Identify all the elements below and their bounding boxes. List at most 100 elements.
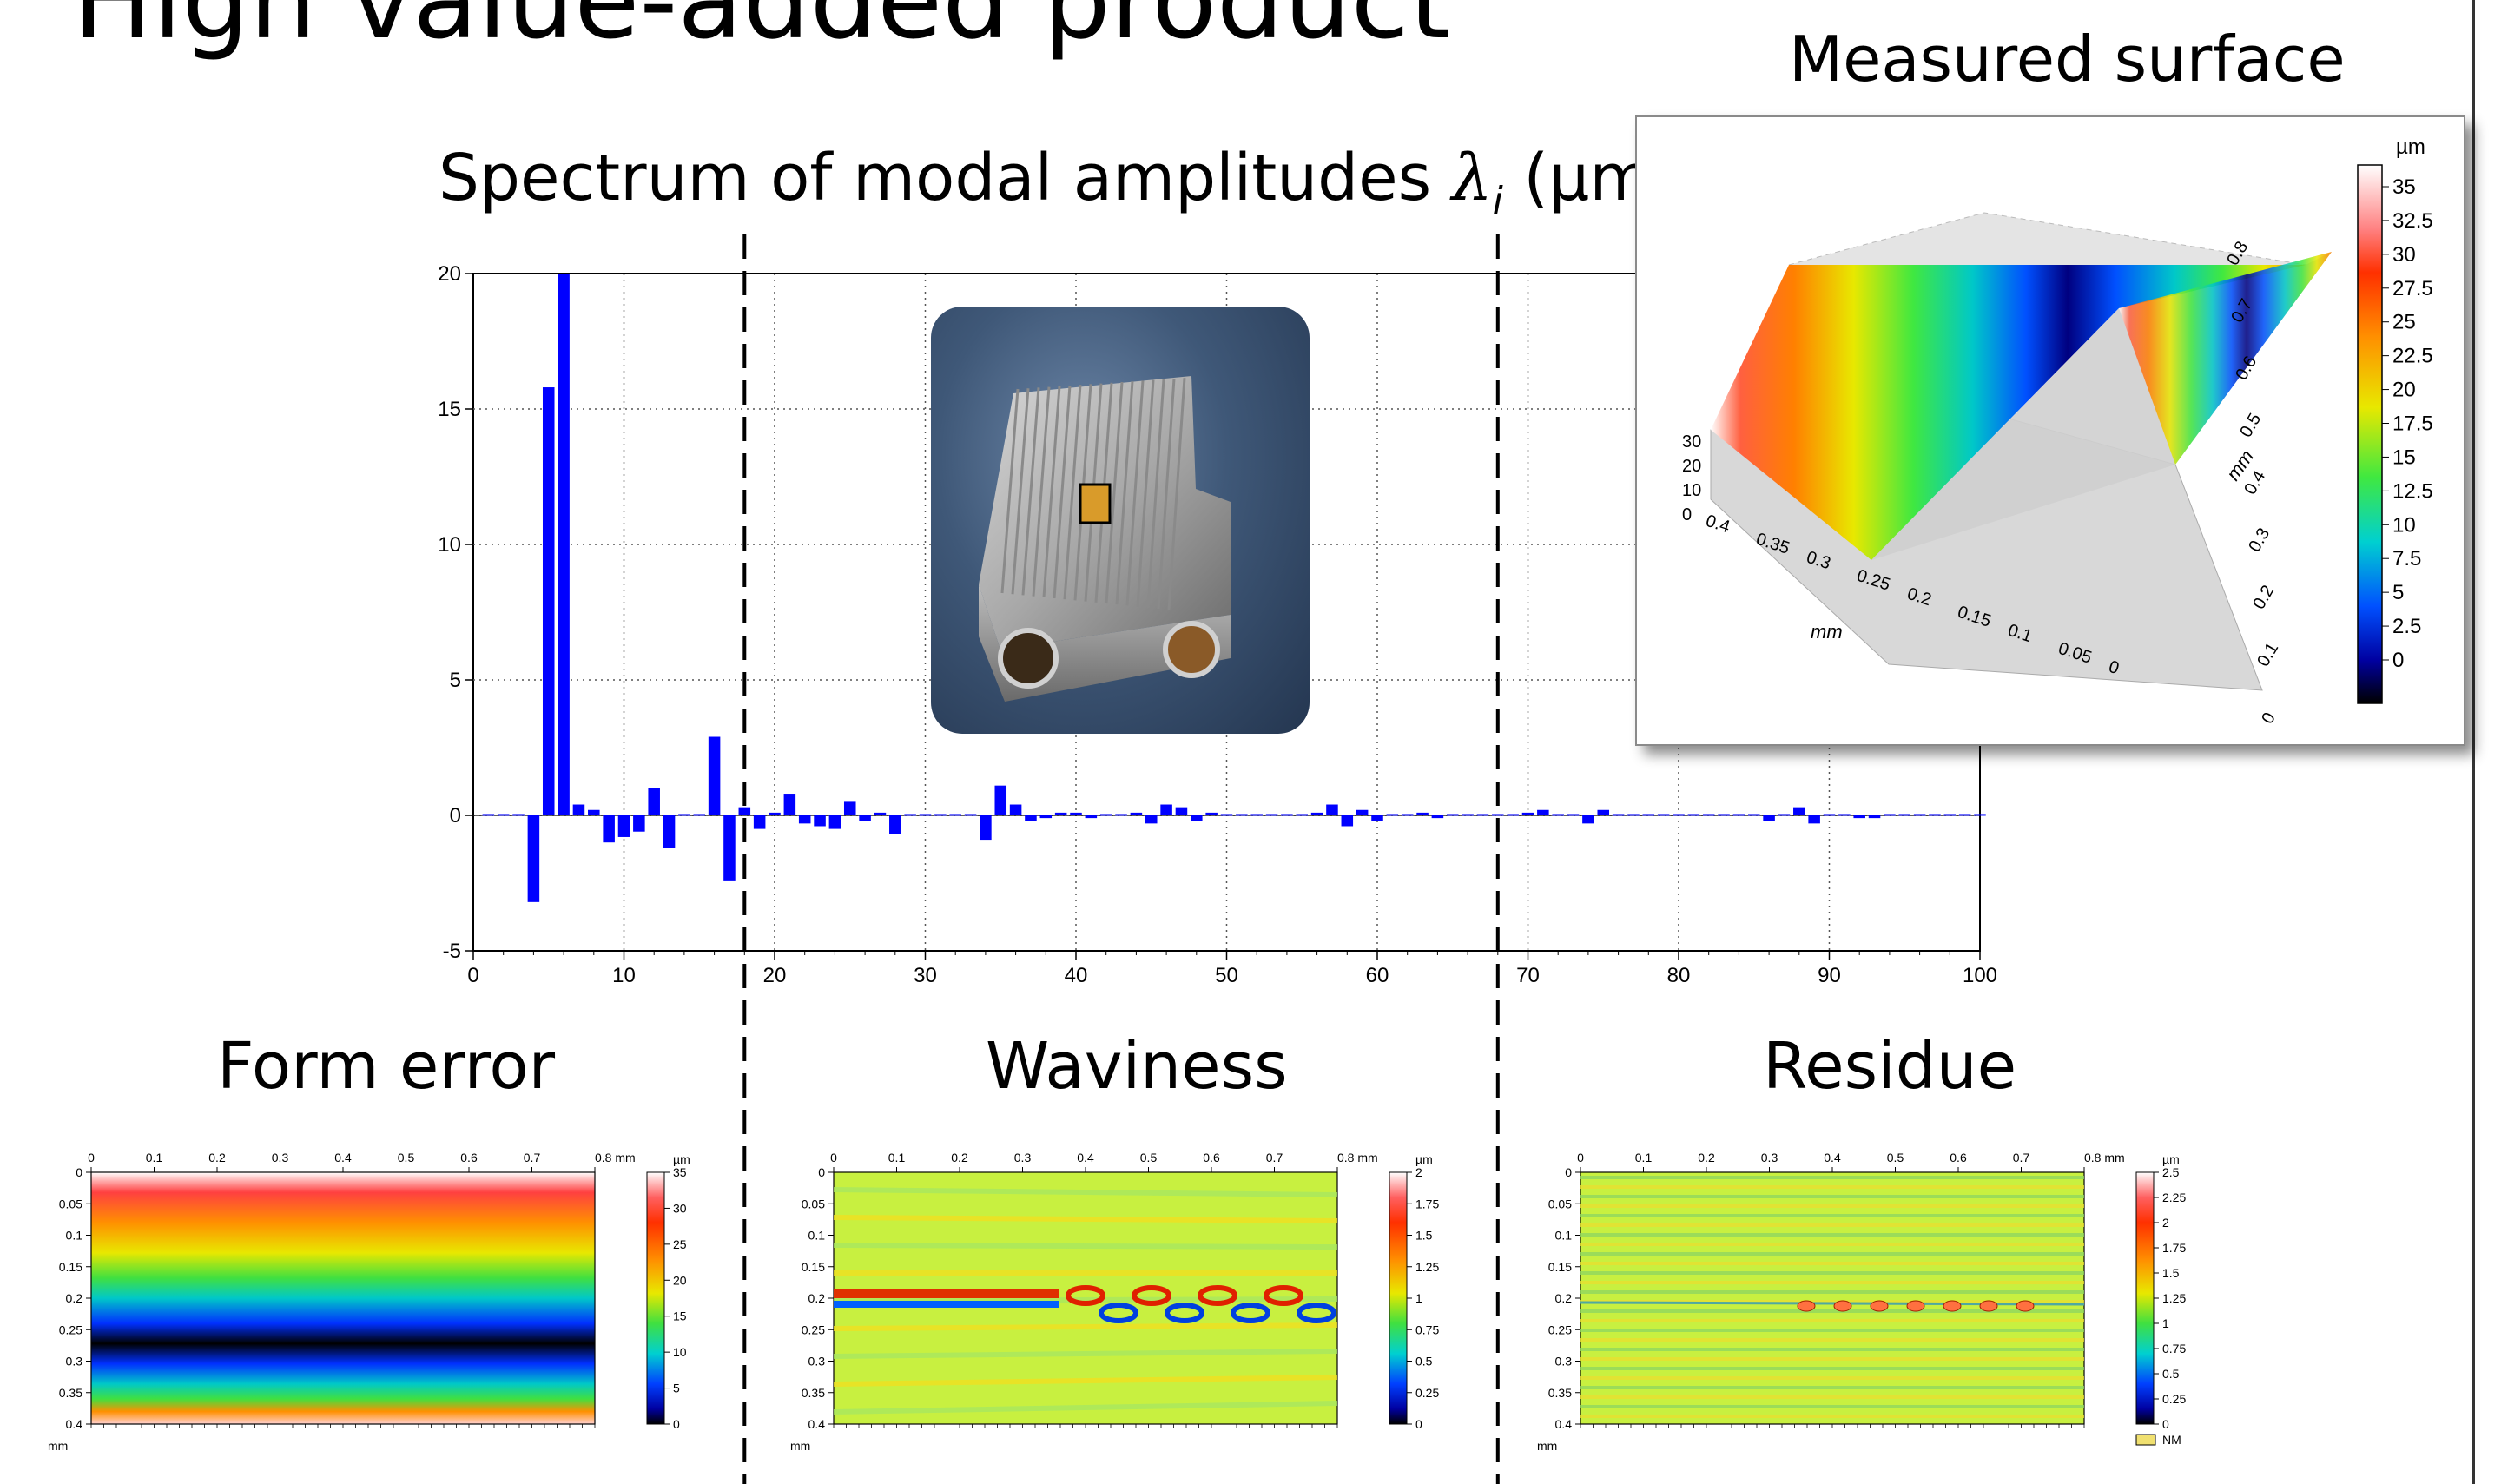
map-x-tick-label: 0.2 bbox=[1698, 1151, 1715, 1164]
product-rib bbox=[1105, 381, 1124, 604]
scale-tick-label: 35 bbox=[2392, 175, 2416, 199]
map-x-tick-label: 0.8 mm bbox=[2084, 1151, 2125, 1164]
z-tick-label: 30 bbox=[1682, 432, 1701, 452]
x-tick-label: 60 bbox=[1366, 964, 1389, 987]
measured-surface-panel: 30 20 10 0 0.4 0.35 0.3 0.25 0.2 0.15 0.1 0.05 0 mm 0 0… bbox=[1635, 115, 2465, 746]
map-x-tick-label: 0.1 bbox=[1635, 1151, 1653, 1164]
scale-tick-label: 15 bbox=[2392, 445, 2416, 469]
map-scale-tick-label: 0.25 bbox=[2162, 1392, 2186, 1406]
waviness-band bbox=[833, 1215, 1338, 1223]
map-scale-tick-label: 1.5 bbox=[2162, 1266, 2180, 1280]
map-scale-tick-label: 2.25 bbox=[2162, 1190, 2186, 1204]
map-x-tick-label: 0.2 bbox=[951, 1151, 968, 1164]
map-scale-tick-label: 0.5 bbox=[1415, 1355, 1433, 1369]
bar bbox=[1175, 807, 1188, 815]
waviness-blob bbox=[1297, 1303, 1336, 1323]
x-tick-label: 80 bbox=[1667, 964, 1691, 987]
x-tick-label: 90 bbox=[1818, 964, 1841, 987]
product-rib bbox=[1053, 385, 1072, 599]
bar bbox=[783, 794, 796, 815]
map-y-tick-label: 0.25 bbox=[802, 1322, 825, 1336]
bar bbox=[964, 814, 977, 816]
bar bbox=[1943, 814, 1957, 816]
map-y-tick-label: 0.25 bbox=[59, 1322, 82, 1336]
map-scale-tick-label: 0.25 bbox=[1415, 1386, 1439, 1400]
residue-spot bbox=[1943, 1300, 1962, 1312]
map-scale-unit: µm bbox=[1415, 1152, 1433, 1166]
spectrum-title-subscript: i bbox=[1492, 178, 1503, 223]
map-x-tick-label: 0.8 mm bbox=[1337, 1151, 1378, 1164]
map-scale-tick-label: 1.25 bbox=[1415, 1260, 1439, 1274]
map-scale-unit: µm bbox=[2162, 1152, 2180, 1166]
bar bbox=[512, 814, 525, 816]
bar bbox=[1808, 815, 1820, 824]
z-tick-label: 20 bbox=[1682, 457, 1701, 476]
map-scale-tick-label: 1.5 bbox=[1415, 1229, 1433, 1243]
product-rib bbox=[1042, 386, 1061, 597]
bar bbox=[1793, 807, 1805, 815]
bar bbox=[994, 785, 1007, 815]
y-tick-label: 15 bbox=[438, 398, 461, 421]
map-x-tick-label: 0.7 bbox=[524, 1151, 541, 1164]
product-photo bbox=[931, 307, 1310, 734]
x-tick-label: 40 bbox=[1065, 964, 1088, 987]
bar bbox=[889, 815, 901, 834]
product-rib bbox=[1063, 385, 1082, 600]
map-y-tick-label: 0.3 bbox=[1555, 1355, 1573, 1369]
map-scale-tick-label: 2 bbox=[1415, 1165, 1422, 1179]
bar bbox=[1687, 814, 1700, 816]
bar bbox=[1778, 814, 1791, 816]
map-color-scale bbox=[646, 1171, 665, 1425]
scale-tick-label: 20 bbox=[2392, 379, 2416, 402]
bar bbox=[1898, 814, 1911, 816]
map-scale-tick-label: 5 bbox=[673, 1382, 680, 1395]
bar bbox=[723, 815, 736, 881]
bar bbox=[1913, 814, 1926, 816]
map-scale-tick-label: 1 bbox=[1415, 1291, 1422, 1305]
bar bbox=[874, 812, 887, 815]
bar bbox=[617, 815, 630, 837]
bar bbox=[1220, 814, 1233, 816]
map-scale-tick-label: 1.75 bbox=[2162, 1241, 2186, 1255]
product-rib bbox=[1021, 387, 1040, 596]
product-rib bbox=[1032, 386, 1051, 597]
bar bbox=[1642, 814, 1655, 816]
bar bbox=[1537, 809, 1549, 815]
waviness-blob bbox=[1198, 1285, 1237, 1306]
bar bbox=[904, 814, 916, 816]
residue-label: Residue bbox=[1763, 1029, 2017, 1104]
waviness-band bbox=[833, 1243, 1338, 1250]
bar bbox=[1446, 814, 1459, 816]
map-scale-tick-label: 0 bbox=[2162, 1417, 2169, 1431]
map-y-tick-label: 0.4 bbox=[1555, 1417, 1573, 1431]
map-x-tick-label: 0 bbox=[1577, 1151, 1584, 1164]
bar bbox=[1281, 814, 1293, 816]
x-tick-label: 30 bbox=[914, 964, 937, 987]
bar bbox=[1507, 814, 1519, 816]
x-tick-label: 10 bbox=[612, 964, 636, 987]
bar bbox=[1838, 814, 1851, 816]
bar bbox=[1476, 814, 1489, 816]
map-y-tick-label: 0.25 bbox=[1548, 1322, 1572, 1336]
map-y-tick-label: 0.35 bbox=[59, 1386, 82, 1400]
bar bbox=[1250, 814, 1263, 816]
scale-tick-label: 22.5 bbox=[2392, 345, 2433, 368]
scale-tick-label: 12.5 bbox=[2392, 479, 2433, 503]
waviness-blob bbox=[1066, 1285, 1105, 1306]
spectrum-title-prefix: Spectrum of modal amplitudes bbox=[439, 141, 1452, 215]
scale-tick-label: 0 bbox=[2392, 649, 2404, 672]
bar bbox=[769, 812, 781, 815]
bar bbox=[1296, 814, 1309, 816]
map-y-tick-label: 0.1 bbox=[66, 1229, 83, 1243]
map-y-tick-label: 0.35 bbox=[1548, 1386, 1572, 1400]
scale-tick-label: 2.5 bbox=[2392, 615, 2421, 638]
bar bbox=[527, 815, 540, 902]
bar bbox=[1597, 809, 1610, 815]
bar bbox=[1521, 812, 1534, 815]
waviness-band bbox=[833, 1296, 1338, 1303]
bar bbox=[934, 814, 947, 816]
bar bbox=[814, 815, 826, 827]
scale-tick-label: 27.5 bbox=[2392, 277, 2433, 300]
x-tick-label: 0 bbox=[467, 964, 478, 987]
